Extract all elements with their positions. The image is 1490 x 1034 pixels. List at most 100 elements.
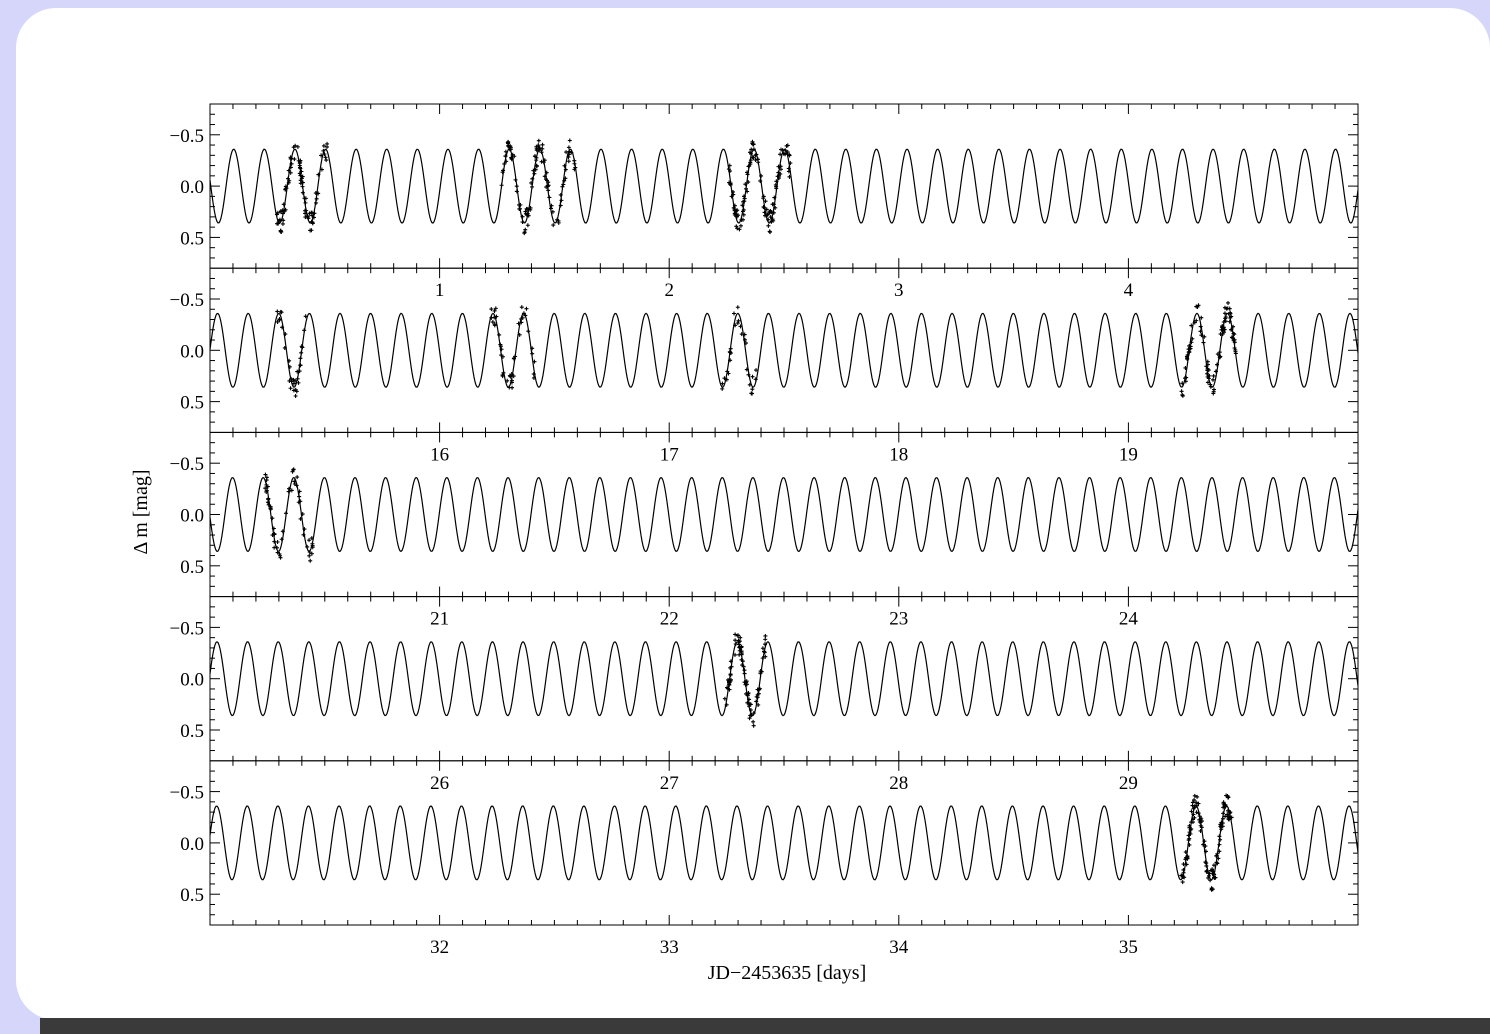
- data-point: [1218, 837, 1223, 842]
- data-point: [514, 189, 519, 194]
- data-point: [286, 489, 291, 494]
- data-point: [766, 211, 771, 216]
- data-point: [744, 691, 749, 696]
- data-point: [272, 545, 277, 550]
- data-point: [763, 637, 768, 642]
- data-point: [556, 220, 561, 225]
- data-point: [531, 375, 536, 380]
- data-point: [297, 171, 302, 176]
- data-point: [1204, 863, 1209, 868]
- data-point: [498, 342, 503, 347]
- data-point: [720, 386, 725, 391]
- data-point: [1217, 355, 1222, 360]
- data-point: [544, 177, 549, 182]
- data-point: [563, 176, 568, 181]
- data-point: [282, 345, 287, 350]
- y-tick-label: 0.0: [180, 341, 204, 362]
- data-point: [1232, 332, 1237, 337]
- data-point: [289, 161, 294, 166]
- data-point: [727, 680, 732, 685]
- data-point: [1198, 823, 1203, 828]
- data-point: [1217, 842, 1222, 847]
- y-tick-label: −0.5: [170, 783, 204, 804]
- x-tick-label: 22: [660, 609, 679, 630]
- data-point: [278, 555, 283, 560]
- data-point: [312, 211, 317, 216]
- data-point: [266, 502, 271, 507]
- data-point: [572, 161, 577, 166]
- data-point: [298, 173, 303, 178]
- data-point: [758, 178, 763, 183]
- data-point: [564, 150, 569, 155]
- data-point: [1200, 819, 1205, 824]
- data-point: [779, 147, 784, 152]
- data-point: [1210, 871, 1215, 876]
- data-point: [534, 144, 539, 149]
- data-point: [1203, 860, 1208, 865]
- data-point: [742, 332, 747, 337]
- panel-2: −0.5 0.0 0.5 16 17 18 19: [170, 267, 1359, 465]
- data-point: [504, 159, 509, 164]
- data-point: [751, 147, 756, 152]
- data-point: [743, 186, 748, 191]
- data-point: [728, 659, 733, 664]
- data-point: [300, 512, 305, 517]
- data-point: [307, 211, 312, 216]
- data-point: [542, 174, 547, 179]
- data-point: [502, 161, 507, 166]
- data-point: [753, 153, 758, 158]
- x-tick-label: 2: [664, 280, 674, 301]
- data-point: [562, 178, 567, 183]
- data-point: [732, 203, 737, 208]
- data-point: [275, 319, 280, 324]
- data-point: [522, 231, 527, 236]
- data-point: [740, 659, 745, 664]
- data-point: [308, 228, 313, 233]
- data-point: [299, 176, 304, 181]
- y-tick-label: 0.0: [180, 177, 204, 198]
- model-curve: [209, 148, 1359, 224]
- data-point: [1205, 380, 1210, 385]
- data-point: [726, 371, 731, 376]
- data-point: [319, 153, 324, 158]
- data-point: [1202, 334, 1207, 339]
- data-point: [533, 167, 538, 172]
- panel-5: −0.5 0.0 0.5 32 33 34 35: [170, 760, 1359, 958]
- data-point: [1216, 856, 1221, 861]
- data-point: [546, 188, 551, 193]
- data-point: [778, 167, 783, 172]
- data-point: [1227, 815, 1232, 820]
- data-point: [547, 195, 552, 200]
- data-point: [753, 158, 758, 163]
- data-point: [539, 159, 544, 164]
- data-point: [724, 377, 729, 382]
- data-point: [299, 350, 304, 355]
- data-point: [492, 323, 497, 328]
- data-point: [747, 697, 752, 702]
- data-point: [733, 323, 738, 328]
- data-point: [283, 511, 288, 516]
- data-point: [740, 209, 745, 214]
- data-point: [514, 184, 519, 189]
- data-point: [310, 541, 315, 546]
- data-point: [729, 664, 734, 669]
- data-point: [507, 385, 512, 390]
- data-point: [555, 217, 560, 222]
- data-point: [1188, 346, 1193, 351]
- data-point: [1189, 340, 1194, 345]
- data-point: [749, 713, 754, 718]
- data-point: [773, 205, 778, 210]
- data-point: [748, 158, 753, 163]
- data-point: [724, 702, 729, 707]
- data-point: [1219, 827, 1224, 832]
- data-point: [1222, 327, 1227, 332]
- data-point: [1211, 389, 1216, 394]
- x-tick-label: 32: [430, 937, 449, 958]
- data-point: [1218, 332, 1223, 337]
- x-tick-label: 4: [1124, 280, 1134, 301]
- data-point: [263, 486, 268, 491]
- data-point: [277, 551, 282, 556]
- data-point: [302, 527, 307, 532]
- data-point: [298, 166, 303, 171]
